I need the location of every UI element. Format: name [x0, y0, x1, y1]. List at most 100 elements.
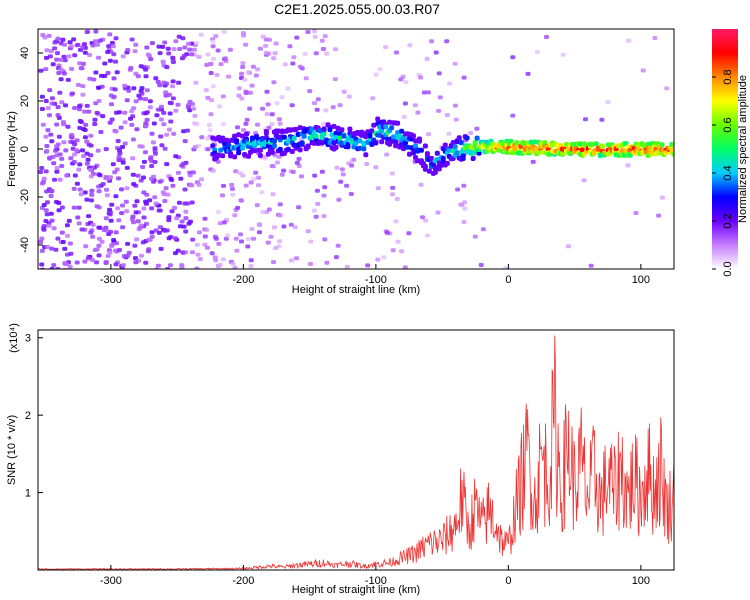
- spectrogram-noise-cell: [175, 170, 181, 175]
- spectrogram-noise-cell: [181, 224, 187, 229]
- spectrogram-noise-cell: [113, 194, 119, 199]
- spectrogram-noise-cell: [64, 173, 70, 178]
- spectrogram-noise-cell: [109, 117, 115, 122]
- spectrogram-ridge-cell: [305, 143, 311, 149]
- spectrogram-noise-cell: [77, 125, 83, 130]
- snr-x-ticks: -300 -200 -100 0 100: [100, 565, 650, 587]
- spectrogram-noise-cell: [245, 70, 251, 75]
- snr-panel: -300 -200 -100 0 100 1 2 3 (x10⁴) Height of st…: [6, 323, 675, 596]
- spectrogram-ridge-cell: [379, 139, 385, 145]
- spectrogram-ridge-cell: [375, 116, 381, 122]
- spectrogram-noise-cell: [239, 96, 245, 101]
- spectrogram-noise-cell: [67, 241, 73, 246]
- spectrogram-noise-cell: [158, 104, 164, 109]
- spectrogram-noise-cell: [229, 182, 235, 187]
- spectrogram-ridge-cell: [460, 153, 466, 159]
- spectrogram-ridge-cell: [387, 119, 393, 125]
- spectrogram-noise-cell: [288, 222, 294, 227]
- spectrogram-noise-cell: [208, 112, 214, 117]
- spectrogram-noise-cell: [162, 199, 168, 203]
- spectrogram-noise-cell: [625, 163, 631, 168]
- spectrogram-ridge-cell: [383, 124, 389, 130]
- spectrogram-noise-cell: [243, 121, 249, 126]
- spectrogram-noise-cell: [162, 40, 168, 45]
- spectrogram-noise-cell: [185, 128, 190, 133]
- spectrogram-noise-cell: [307, 89, 313, 94]
- spectrogram-noise-cell: [281, 224, 287, 229]
- spectrogram-noise-cell: [43, 99, 49, 103]
- spectrogram-noise-cell: [88, 174, 94, 179]
- spectrogram-noise-cell: [107, 250, 113, 255]
- spectrogram-ridge-cell: [236, 150, 242, 156]
- spectrogram-noise-cell: [461, 183, 467, 188]
- spectrogram-noise-cell: [444, 113, 450, 117]
- spectrogram-ridge-cell: [339, 140, 345, 146]
- spectrogram-noise-cell: [267, 37, 272, 42]
- spectrogram-noise-cell: [303, 76, 309, 81]
- spectrogram-noise-cell: [166, 51, 172, 56]
- spectrogram-noise-cell: [210, 44, 216, 49]
- spectrogram-noise-cell: [117, 151, 123, 156]
- snr-frame: [37, 329, 675, 571]
- spectrogram-noise-cell: [205, 52, 211, 57]
- spectrogram-noise-cell: [87, 53, 93, 57]
- spectrogram-noise-cell: [210, 84, 216, 89]
- spectrogram-noise-cell: [125, 241, 131, 246]
- spectrogram-noise-cell: [243, 89, 249, 94]
- spectrogram-noise-cell: [266, 207, 272, 212]
- spectrogram-noise-cell: [235, 125, 240, 130]
- spectrogram-noise-cell: [44, 189, 50, 194]
- spectrogram-noise-cell: [62, 261, 68, 266]
- spectrogram-ridge-cell: [564, 141, 569, 147]
- spectrogram-noise-cell: [43, 169, 49, 174]
- spectrogram-noise-cell: [55, 105, 61, 110]
- spectrogram-noise-cell: [335, 243, 341, 248]
- spectrogram-noise-cell: [312, 34, 318, 39]
- spectrogram-noise-cell: [192, 144, 198, 149]
- spectrogram-noise-cell: [277, 202, 283, 207]
- spectrogram-noise-cell: [351, 157, 357, 162]
- spectrogram-noise-cell: [312, 173, 318, 178]
- spectrogram-noise-cell: [275, 160, 280, 165]
- spectrogram-noise-cell: [245, 244, 251, 249]
- spectrogram-ridge-cell: [321, 131, 327, 137]
- spectrogram-noise-cell: [173, 108, 179, 113]
- spectrogram-noise-cell: [174, 216, 180, 221]
- spectrogram-ridge-cell: [345, 142, 351, 148]
- spectrogram-noise-cell: [204, 227, 209, 232]
- spectrogram-noise-cell: [141, 190, 147, 195]
- spectrogram-noise-cell: [83, 122, 89, 127]
- spectrogram-noise-cell: [133, 99, 139, 104]
- spectrogram-noise-cell: [234, 248, 240, 253]
- spectrogram-ridge-cell: [470, 150, 476, 155]
- spectrogram-noise-cell: [50, 62, 56, 67]
- spectrogram-noise-cell: [149, 230, 155, 235]
- spectrogram-noise-cell: [230, 192, 236, 197]
- spectrogram-noise-cell: [148, 155, 154, 160]
- spectrogram-noise-cell: [222, 56, 228, 61]
- spectrogram-noise-cell: [166, 236, 172, 241]
- spectrogram-noise-cell: [161, 122, 167, 127]
- spectrogram-noise-cell: [179, 163, 185, 168]
- spectrogram-ridge-cell: [263, 130, 269, 136]
- spectrogram-noise-cell: [237, 171, 243, 176]
- spectrogram-noise-cell: [131, 220, 136, 225]
- spectrogram-noise-cell: [186, 103, 192, 108]
- spectrogram-noise-cell: [437, 95, 443, 100]
- spectrogram-noise-cell: [115, 139, 121, 143]
- spectrogram-noise-cell: [40, 122, 46, 127]
- colorbar-scale: [712, 29, 738, 269]
- spectrogram-noise-cell: [233, 169, 239, 174]
- colorbar-tick-label: 0.6: [722, 117, 734, 132]
- spectrogram-noise-cell: [337, 103, 343, 108]
- spectrogram-noise-cell: [349, 163, 355, 168]
- spectrogram-noise-cell: [217, 221, 223, 226]
- spectrogram-noise-cell: [468, 131, 474, 135]
- spectrogram-noise-cell: [289, 103, 295, 108]
- spectrogram-noise-cell: [113, 262, 119, 267]
- spectrogram-noise-cell: [137, 144, 143, 149]
- spectrogram-noise-cell: [84, 139, 90, 144]
- spectrogram-noise-cell: [54, 166, 60, 171]
- spectrogram-noise-cell: [96, 253, 102, 258]
- spectrogram-ridge-cell: [432, 169, 438, 175]
